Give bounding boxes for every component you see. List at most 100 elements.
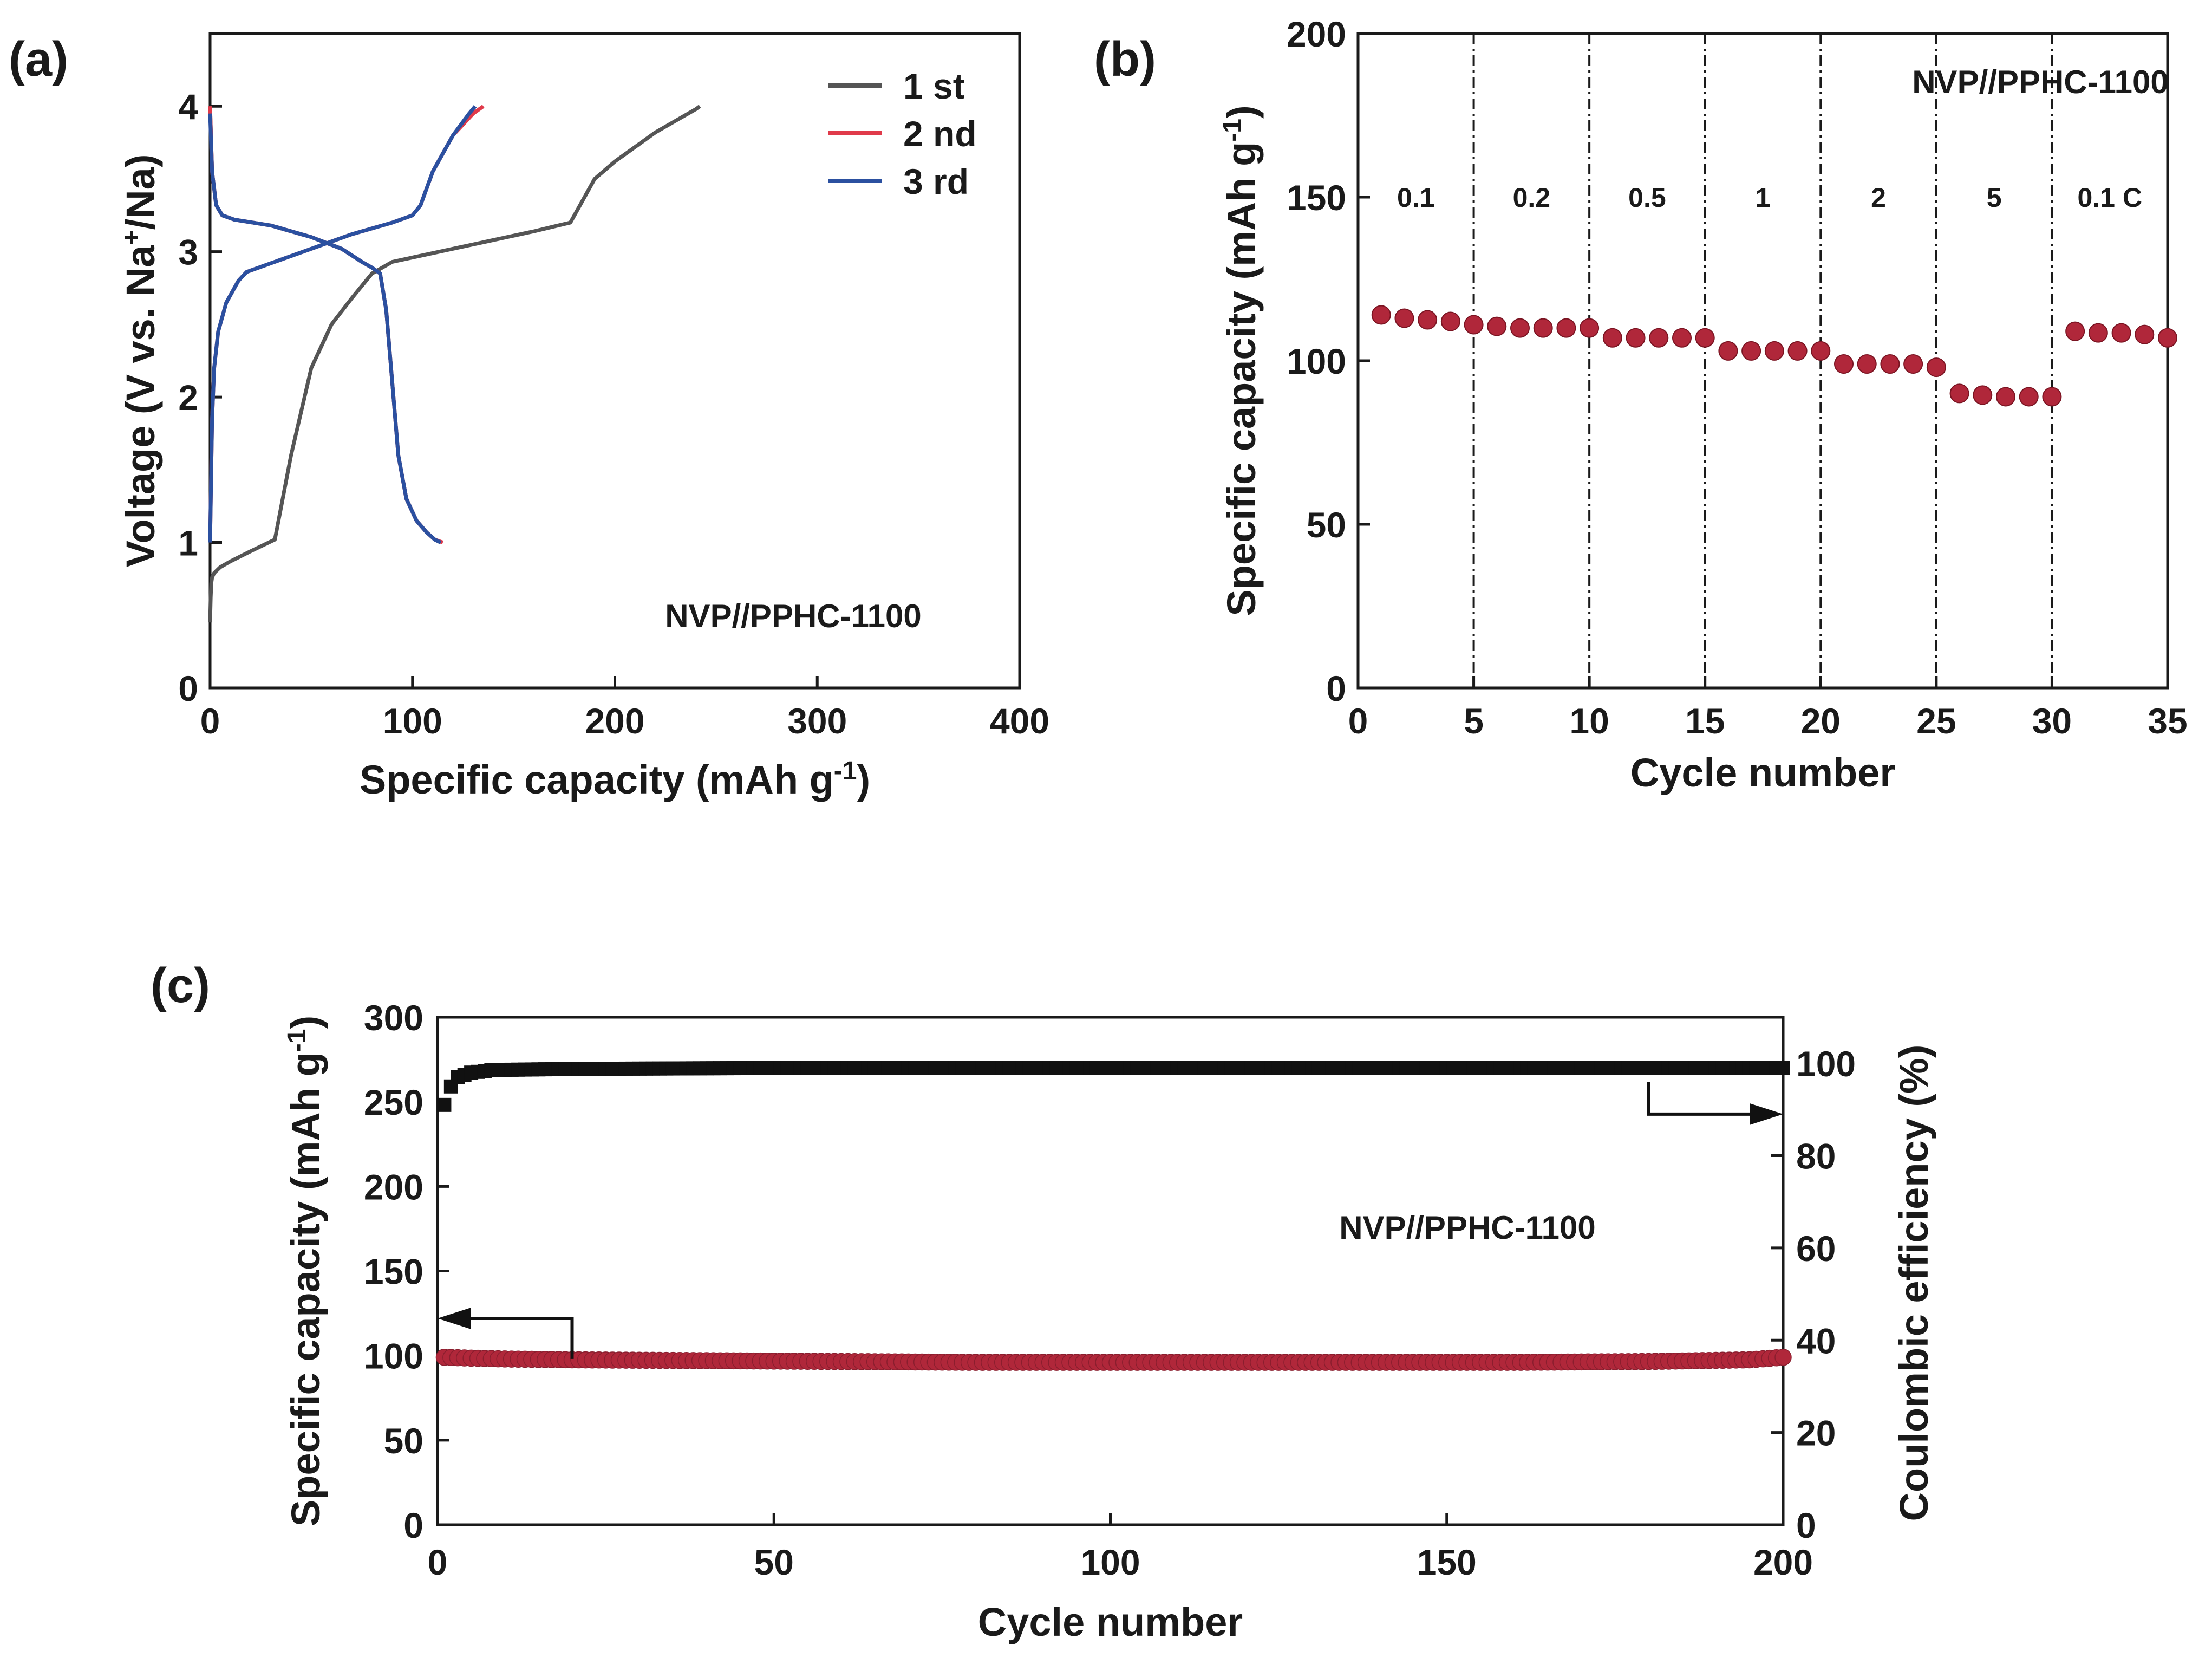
plot-frame-a — [208, 32, 1021, 690]
data-point-b — [1418, 310, 1438, 330]
legend-label-a: 2 nd — [903, 114, 977, 154]
y-tick-label-a: 0 — [178, 668, 198, 708]
data-point-b — [1787, 341, 1808, 361]
y-tick-label-c: 200 — [364, 1167, 423, 1207]
rate-label-b: 5 — [1987, 183, 2002, 213]
data-point-b — [1394, 308, 1414, 328]
annotation-b: NVP//PPHC-1100 — [1912, 64, 2169, 100]
data-point-b — [1834, 354, 1854, 374]
x-tick-label-c: 0 — [428, 1542, 448, 1582]
y-tick-label-b: 0 — [1326, 668, 1346, 708]
data-point-b — [1926, 357, 1946, 378]
rate-label-b: 0.2 — [1513, 183, 1551, 213]
data-point-b — [2088, 323, 2108, 343]
data-point-b — [1741, 341, 1761, 361]
y-tick-label-c: 100 — [364, 1336, 423, 1376]
x-tick-label-b: 25 — [1916, 701, 1956, 741]
data-point-b — [2019, 387, 2039, 407]
x-tick-label-c: 50 — [754, 1542, 794, 1582]
rate-label-b: 0.1 C — [2077, 183, 2142, 213]
panel-a: (a) 0 100 200 300 400 0 1 2 3 4 Specific capacity … — [9, 32, 1049, 802]
data-point-b — [1903, 354, 1923, 374]
y-tick-label-c: 250 — [364, 1082, 423, 1122]
legend-label-a: 1 st — [903, 66, 965, 106]
data-point-b — [2042, 387, 2062, 407]
right-arrowhead-c — [1750, 1103, 1783, 1125]
x-tick-label-a: 200 — [585, 701, 644, 741]
data-point-b — [1973, 385, 1993, 405]
y-tick-label-c: 150 — [364, 1252, 423, 1292]
y-tick-label-a: 2 — [178, 378, 198, 418]
data-point-b — [1649, 328, 1669, 348]
x-tick-label-b: 30 — [2032, 701, 2072, 741]
panel-c-label: (c) — [151, 959, 210, 1013]
left-axis-arrow-c — [464, 1316, 574, 1359]
data-point-b — [1464, 315, 1484, 335]
efficiency-point-c — [437, 1097, 452, 1112]
data-point-b — [1764, 341, 1784, 361]
y2-tick-label-c: 40 — [1796, 1321, 1836, 1361]
y2-tick-label-c: 80 — [1796, 1136, 1836, 1176]
y-tick-label-c: 50 — [384, 1421, 423, 1461]
efficiency-point-c — [1776, 1061, 1790, 1075]
data-point-b — [1718, 341, 1738, 361]
x-tick-label-c: 150 — [1417, 1542, 1477, 1582]
data-point-b — [1880, 354, 1900, 374]
data-point-b — [2065, 321, 2085, 341]
data-point-b — [1580, 318, 1600, 338]
data-point-b — [1996, 387, 2015, 407]
y-tick-label-b: 100 — [1287, 341, 1346, 381]
annotation-a: NVP//PPHC-1100 — [665, 598, 922, 634]
capacity-point-c — [1774, 1349, 1792, 1366]
rate-label-b: 0.1 — [1397, 183, 1435, 213]
data-point-b — [2111, 323, 2131, 343]
y2-tick-label-c: 100 — [1796, 1044, 1856, 1084]
x-tick-label-c: 100 — [1080, 1542, 1140, 1582]
data-point-b — [1695, 328, 1715, 348]
data-point-b — [1510, 318, 1530, 338]
series-line-a — [208, 113, 442, 544]
data-point-b — [1626, 328, 1646, 348]
x-axis-label-c: Cycle number — [978, 1600, 1243, 1644]
rate-label-b: 2 — [1871, 183, 1886, 213]
data-point-b — [1811, 341, 1831, 361]
right-axis-arrow-c — [1647, 1082, 1756, 1116]
series-line-a — [208, 105, 701, 623]
series-line-a — [208, 106, 442, 544]
y-tick-label-a: 3 — [178, 232, 198, 272]
y-axis-label-b: Specific capacity (mAh g-1) — [1218, 105, 1264, 616]
series-line-a — [208, 106, 443, 544]
data-point-b — [1602, 328, 1622, 348]
y2-tick-label-c: 60 — [1796, 1228, 1836, 1269]
left-arrowhead-c — [438, 1307, 471, 1329]
annotation-c: NVP//PPHC-1100 — [1339, 1210, 1596, 1246]
y-axis-label-c: Specific capacity (mAh g-1) — [283, 1016, 329, 1526]
data-point-b — [1857, 354, 1877, 374]
plot-frame-c — [436, 1016, 1785, 1526]
series-line-a — [208, 105, 477, 543]
x-tick-label-a: 0 — [200, 701, 220, 741]
y2-tick-label-c: 20 — [1796, 1413, 1836, 1453]
y-tick-label-c: 0 — [403, 1505, 423, 1545]
x-tick-label-b: 20 — [1801, 701, 1841, 741]
x-axis-label-a: Specific capacity (mAh g-1) — [360, 757, 870, 803]
plot-frame-b — [1356, 32, 2169, 690]
panel-a-label: (a) — [9, 32, 68, 87]
data-point-b — [1556, 318, 1576, 338]
data-point-b — [2158, 328, 2177, 348]
y-tick-label-b: 200 — [1287, 14, 1346, 54]
series-line-a — [208, 105, 485, 543]
x-tick-label-b: 15 — [1685, 701, 1725, 741]
x-axis-label-b: Cycle number — [1630, 750, 1895, 795]
y2-axis-label-c: Coulombic efficiency (%) — [1891, 1045, 1936, 1522]
y2-tick-label-c: 0 — [1796, 1505, 1816, 1545]
data-point-b — [1371, 305, 1391, 325]
data-point-b — [1672, 328, 1692, 348]
y-tick-label-a: 1 — [178, 523, 198, 563]
rate-label-b: 1 — [1756, 183, 1771, 213]
panel-b-label: (b) — [1094, 32, 1156, 87]
x-tick-label-a: 100 — [383, 701, 442, 741]
x-tick-label-a: 400 — [990, 701, 1049, 741]
